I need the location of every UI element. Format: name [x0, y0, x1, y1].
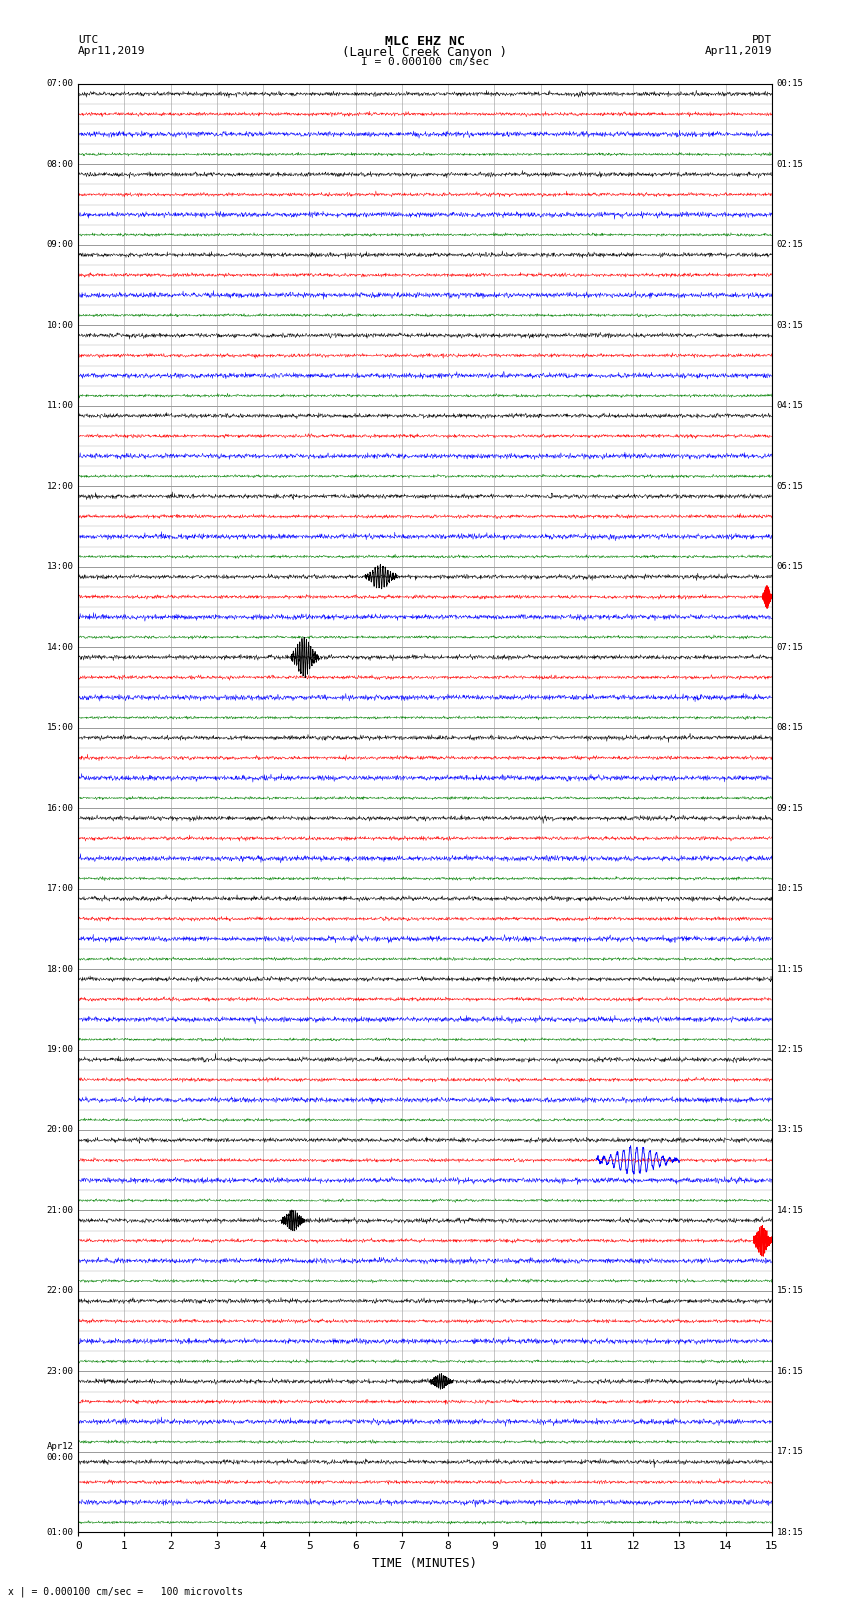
Text: 15:00: 15:00 — [47, 723, 73, 732]
Text: 18:15: 18:15 — [777, 1528, 803, 1537]
Text: 12:00: 12:00 — [47, 482, 73, 490]
Text: 11:15: 11:15 — [777, 965, 803, 974]
Text: 12:15: 12:15 — [777, 1045, 803, 1053]
Text: 17:15: 17:15 — [777, 1447, 803, 1457]
Text: 08:00: 08:00 — [47, 160, 73, 169]
Text: PDT: PDT — [751, 35, 772, 45]
Text: 11:00: 11:00 — [47, 402, 73, 410]
Text: 13:00: 13:00 — [47, 563, 73, 571]
Text: 19:00: 19:00 — [47, 1045, 73, 1053]
Text: 01:15: 01:15 — [777, 160, 803, 169]
Text: 22:00: 22:00 — [47, 1287, 73, 1295]
Text: 04:15: 04:15 — [777, 402, 803, 410]
Text: 17:00: 17:00 — [47, 884, 73, 894]
Text: 16:15: 16:15 — [777, 1366, 803, 1376]
Text: 23:00: 23:00 — [47, 1366, 73, 1376]
Text: 05:15: 05:15 — [777, 482, 803, 490]
Text: (Laurel Creek Canyon ): (Laurel Creek Canyon ) — [343, 45, 507, 60]
Text: 18:00: 18:00 — [47, 965, 73, 974]
Text: I = 0.000100 cm/sec: I = 0.000100 cm/sec — [361, 58, 489, 68]
Text: UTC: UTC — [78, 35, 99, 45]
X-axis label: TIME (MINUTES): TIME (MINUTES) — [372, 1557, 478, 1569]
Text: 06:15: 06:15 — [777, 563, 803, 571]
Text: 10:00: 10:00 — [47, 321, 73, 329]
Text: 14:15: 14:15 — [777, 1207, 803, 1215]
Text: 00:15: 00:15 — [777, 79, 803, 89]
Text: 03:15: 03:15 — [777, 321, 803, 329]
Text: Apr12
00:00: Apr12 00:00 — [47, 1442, 73, 1461]
Text: 02:15: 02:15 — [777, 240, 803, 250]
Text: x | = 0.000100 cm/sec =   100 microvolts: x | = 0.000100 cm/sec = 100 microvolts — [8, 1586, 243, 1597]
Text: 01:00: 01:00 — [47, 1528, 73, 1537]
Text: 10:15: 10:15 — [777, 884, 803, 894]
Text: MLC EHZ NC: MLC EHZ NC — [385, 35, 465, 48]
Text: 07:00: 07:00 — [47, 79, 73, 89]
Text: 16:00: 16:00 — [47, 803, 73, 813]
Text: Apr11,2019: Apr11,2019 — [78, 45, 145, 56]
Text: 20:00: 20:00 — [47, 1126, 73, 1134]
Text: 15:15: 15:15 — [777, 1287, 803, 1295]
Text: 09:15: 09:15 — [777, 803, 803, 813]
Text: 07:15: 07:15 — [777, 642, 803, 652]
Text: Apr11,2019: Apr11,2019 — [705, 45, 772, 56]
Text: 13:15: 13:15 — [777, 1126, 803, 1134]
Text: 08:15: 08:15 — [777, 723, 803, 732]
Text: 09:00: 09:00 — [47, 240, 73, 250]
Text: 21:00: 21:00 — [47, 1207, 73, 1215]
Text: 14:00: 14:00 — [47, 642, 73, 652]
